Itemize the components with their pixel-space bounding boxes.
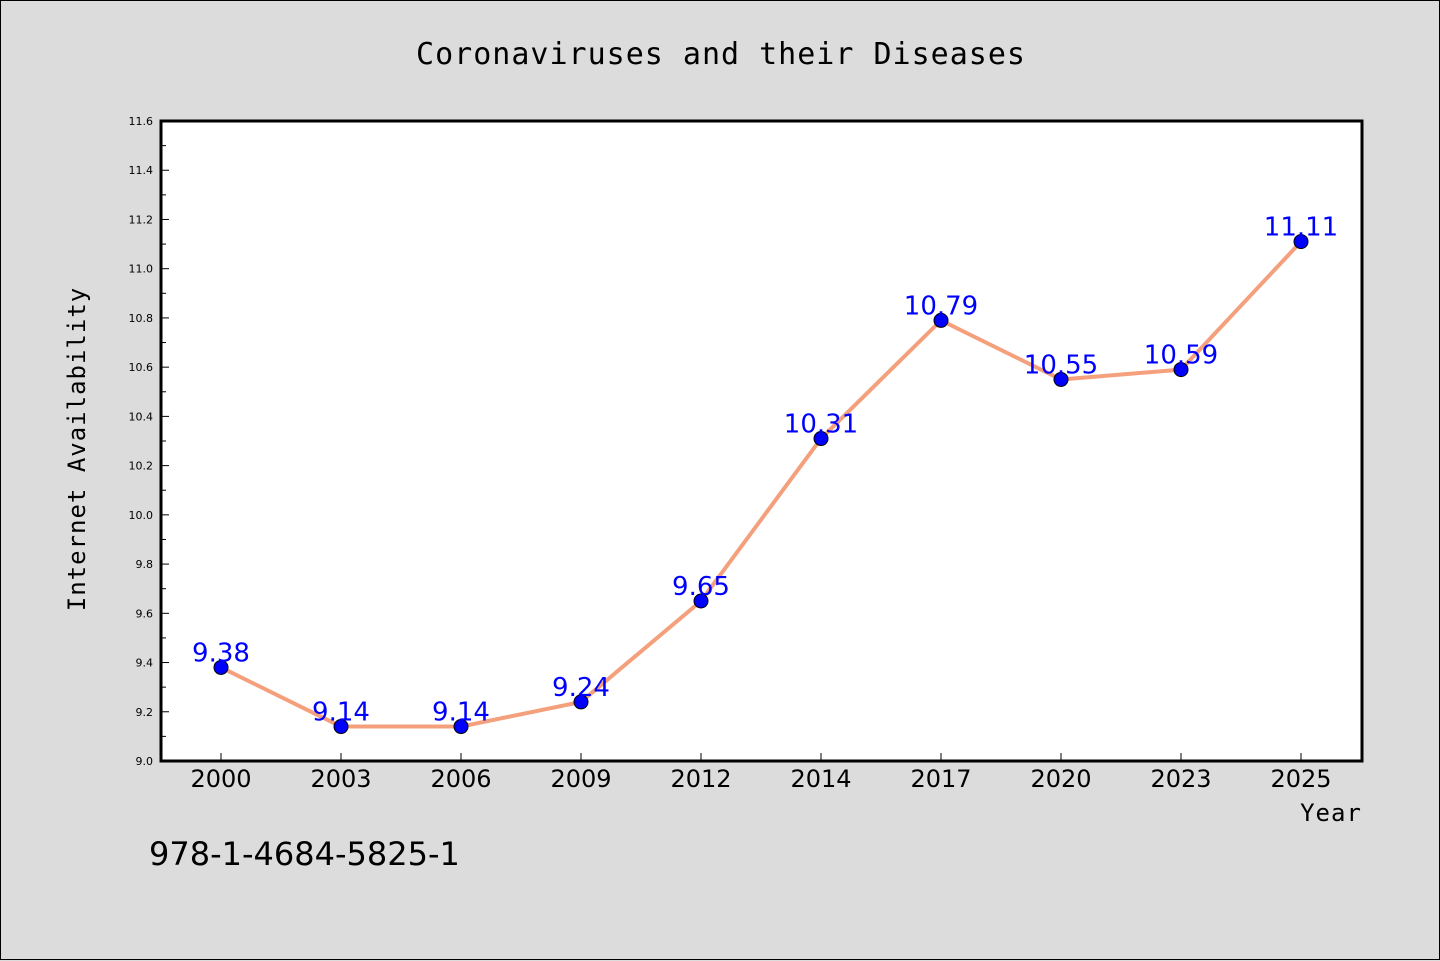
x-tick-label: 2023 (1150, 765, 1211, 793)
data-point (813, 431, 829, 447)
x-tick-label: 2009 (550, 765, 611, 793)
data-label: 9.14 (432, 698, 490, 728)
data-point (213, 659, 229, 675)
data-label: 11.11 (1264, 213, 1338, 243)
series-line (219, 239, 1303, 729)
y-tick-label: 9.8 (136, 558, 154, 571)
isbn-annotation: 978-1-4684-5825-1 (149, 835, 460, 873)
x-tick-label: 2025 (1270, 765, 1331, 793)
series-group (213, 234, 1309, 735)
y-tick-label: 9.0 (136, 755, 154, 768)
y-tick-label: 11.4 (129, 164, 154, 177)
x-tick-label: 2017 (910, 765, 971, 793)
y-tick-label: 11.2 (129, 213, 154, 226)
data-point (933, 312, 949, 328)
x-axis-label: Year (1300, 799, 1362, 827)
y-tick-label: 10.8 (129, 312, 154, 325)
y-axis: 9.0 9.2 9.4 9.6 9.8 10.0 10.2 10.4 10.6 10.8 11.0 1… (129, 115, 169, 768)
data-point (1293, 234, 1309, 250)
data-label: 10.59 (1144, 341, 1218, 371)
x-tick-label: 2012 (670, 765, 731, 793)
data-label: 9.24 (552, 673, 610, 703)
x-tick-label: 2020 (1030, 765, 1091, 793)
data-point (573, 694, 589, 710)
data-point (333, 719, 349, 735)
data-label: 10.31 (784, 410, 858, 440)
chart-title: Coronaviruses and their Diseases (416, 37, 1026, 72)
y-tick-label: 11.6 (129, 115, 154, 128)
y-tick-label: 9.4 (136, 657, 154, 670)
x-tick-label: 2006 (430, 765, 491, 793)
y-tick-label: 11.0 (129, 263, 154, 276)
y-tick-label: 10.4 (129, 410, 154, 423)
y-tick-label: 9.2 (136, 706, 154, 719)
x-tick-label: 2003 (310, 765, 371, 793)
y-tick-label: 10.0 (129, 509, 154, 522)
data-point (453, 719, 469, 735)
x-axis: 2000 2003 2006 2009 2012 2014 2017 2020 2023 2025 (190, 753, 1332, 793)
data-labels-group: 9.38 9.14 9.14 9.24 9.65 10.31 10.79 10.55 10.59… (192, 213, 1338, 728)
data-label: 10.79 (904, 291, 978, 321)
data-point (1053, 371, 1069, 387)
plot-area (159, 119, 1364, 763)
y-tick-label: 9.6 (136, 607, 154, 620)
data-label: 9.38 (192, 638, 250, 668)
data-label: 9.65 (672, 572, 730, 602)
x-tick-label: 2000 (190, 765, 251, 793)
y-tick-label: 10.2 (129, 460, 154, 473)
data-label: 10.55 (1024, 350, 1098, 380)
y-axis-label: Internet Availability (63, 287, 91, 611)
y-tick-label: 10.6 (129, 361, 154, 374)
data-label: 9.14 (312, 698, 370, 728)
x-tick-label: 2014 (790, 765, 851, 793)
data-point (693, 593, 709, 609)
data-point (1173, 362, 1189, 378)
